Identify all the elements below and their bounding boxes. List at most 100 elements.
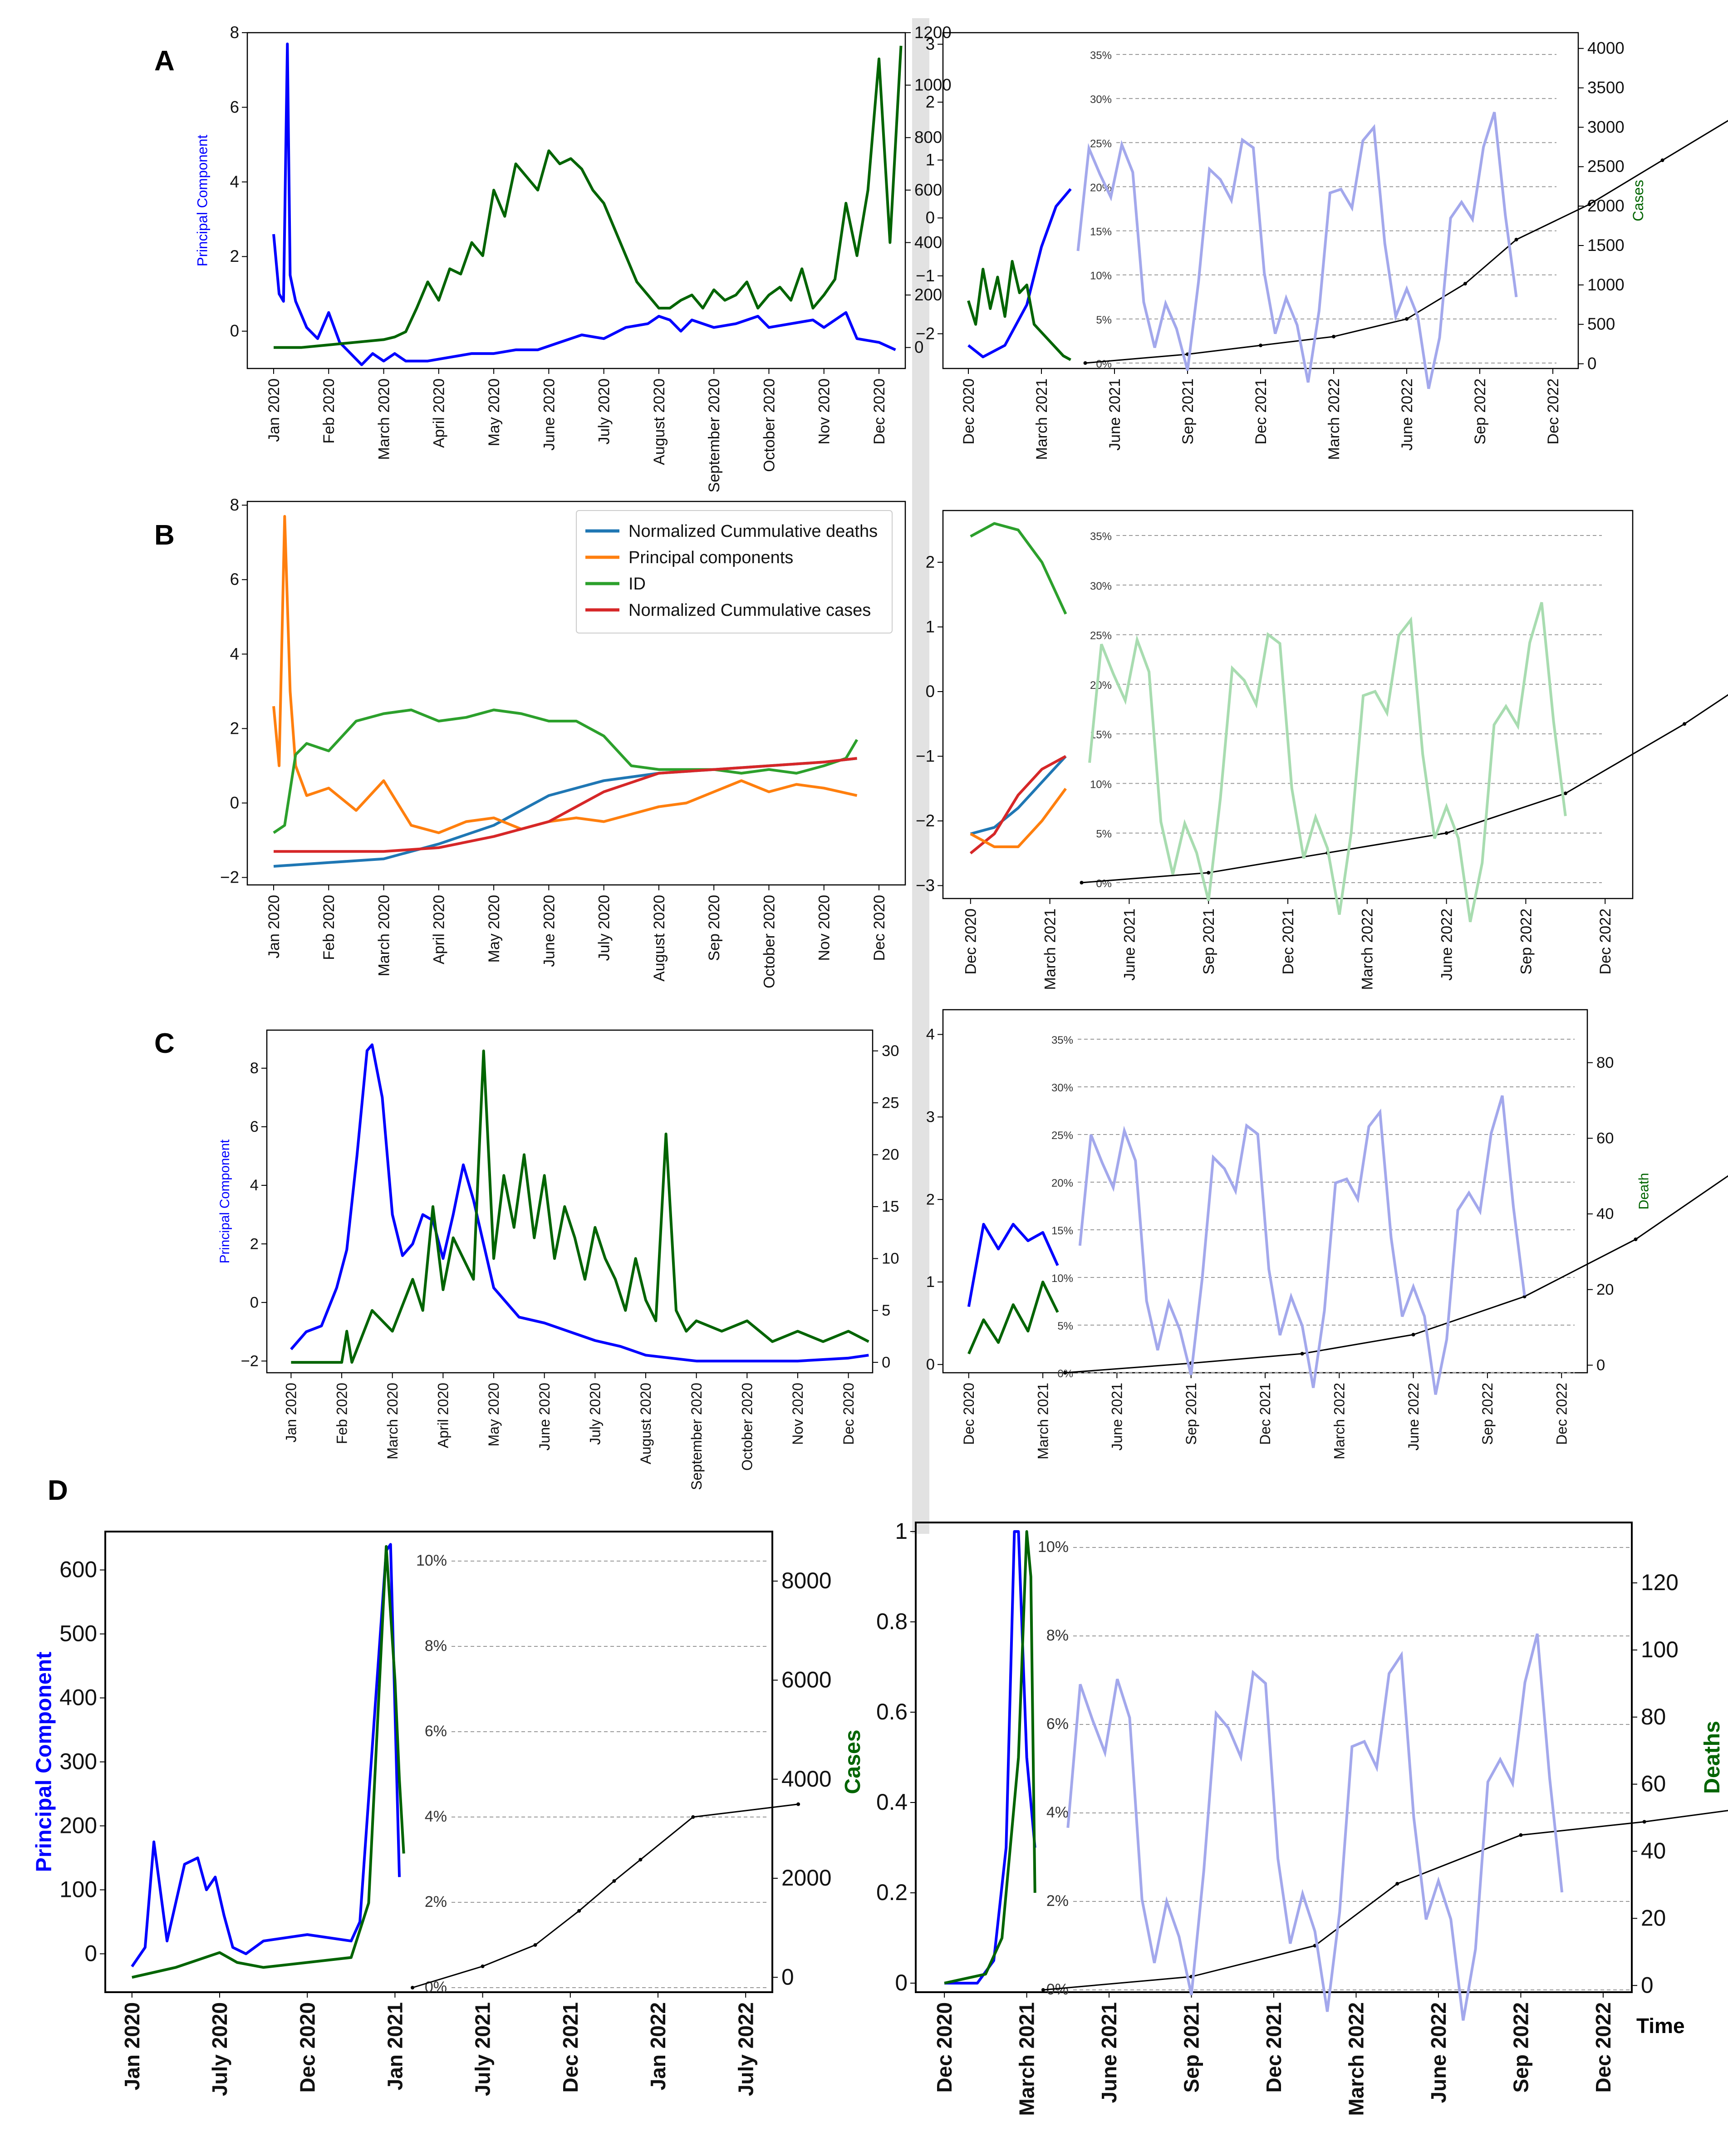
y-tick-label: −1	[916, 266, 935, 285]
plot-frame	[942, 510, 1634, 899]
y-tick-label: 2	[926, 553, 935, 571]
x-tick-label: June 2022	[1405, 1383, 1422, 1450]
y-tick-label: 1	[926, 617, 935, 636]
y2-tick-label: 2500	[1587, 157, 1625, 176]
inset-tick-label: 15%	[1090, 226, 1112, 238]
series-point	[1587, 202, 1591, 206]
inset-tick-label: 25%	[1090, 138, 1112, 150]
y-tick-label: 0.6	[876, 1699, 908, 1724]
x-tick-label: April 2020	[435, 1383, 452, 1448]
x-tick-label: June 2020	[536, 1383, 553, 1450]
x-tick-label: Dec 2020	[933, 2002, 956, 2093]
y2-tick-label: 3500	[1587, 78, 1625, 97]
x-tick-label: Jan 2020	[265, 895, 283, 958]
series-point	[1083, 361, 1087, 365]
x-tick-label: June 2022	[1427, 2002, 1450, 2103]
series-point	[612, 1879, 616, 1883]
x-axis-label: Time	[1636, 2014, 1685, 2038]
y-axis-label: Principal Component	[217, 1139, 232, 1263]
inset-tick-label: 30%	[1090, 93, 1112, 106]
y2-tick-label: 15	[882, 1198, 899, 1215]
x-tick-label: April 2020	[431, 378, 448, 448]
y2-tick-label: 20	[882, 1146, 899, 1164]
y2-tick-label: 2000	[781, 1865, 832, 1891]
series-line-cases	[944, 1530, 1036, 1985]
x-tick-label: Nov 2020	[790, 1383, 806, 1445]
y2-tick-label: 0	[1596, 1357, 1605, 1374]
faded-overlay-line	[1078, 1095, 1526, 1395]
y2-tick-label: 6000	[781, 1667, 832, 1693]
y-tick-label: 2	[230, 247, 239, 265]
inset-tick-label: 6%	[425, 1723, 447, 1740]
x-tick-label: May 2020	[486, 378, 503, 446]
x-tick-label: March 2020	[375, 378, 393, 460]
y-tick-label: 4	[250, 1177, 259, 1194]
y2-tick-label: 80	[1596, 1054, 1614, 1071]
faded-overlay-line	[1088, 602, 1567, 923]
series-point	[1259, 344, 1262, 348]
x-tick-label: March 2022	[1359, 909, 1376, 990]
x-tick-label: Dec 2022	[1553, 1383, 1570, 1445]
series-line-normalized-cummulative-cases	[969, 755, 1067, 855]
plot-frame	[942, 1009, 1588, 1374]
x-tick-label: Feb 2020	[334, 1383, 350, 1444]
x-tick-label: June 2020	[540, 895, 558, 967]
x-tick-label: July 2021	[471, 2002, 495, 2096]
x-tick-label: March 2022	[1325, 378, 1343, 460]
series-line-principal-component	[944, 1530, 1036, 1985]
x-tick-label: June 2021	[1106, 378, 1124, 451]
series-point	[533, 1943, 537, 1947]
y-tick-label: 300	[59, 1749, 97, 1774]
faded-overlay-line	[1076, 112, 1518, 389]
faded-overlay-line	[1066, 1633, 1564, 2021]
x-tick-label: October 2020	[761, 895, 778, 988]
y-tick-label: 600	[59, 1557, 97, 1582]
series-line-death	[291, 1049, 869, 1364]
y-tick-label: 0	[230, 322, 239, 340]
x-tick-label: May 2020	[486, 895, 503, 963]
plot-frame	[246, 501, 906, 886]
x-tick-label: March 2021	[1042, 909, 1059, 990]
x-tick-label: July 2022	[734, 2002, 757, 2096]
inset-tick-label: 20%	[1051, 1177, 1073, 1189]
y-tick-label: 2	[250, 1235, 259, 1252]
series-line-id	[273, 708, 859, 834]
inset-tick-label: 4%	[425, 1808, 447, 1825]
y-tick-label: 2	[926, 93, 935, 111]
series-point	[1207, 871, 1211, 875]
series-line-principal-component	[290, 1043, 869, 1363]
x-tick-label: July 2020	[596, 895, 613, 961]
series-point	[1041, 1988, 1045, 1992]
inset-tick-label: 20%	[1090, 679, 1112, 692]
y2-tick-label: 4000	[781, 1766, 832, 1792]
series-line-principal-components	[272, 515, 858, 835]
legend-label: Principal components	[628, 548, 793, 567]
x-tick-label: July 2020	[208, 2002, 231, 2096]
y-tick-label: 0.2	[876, 1880, 908, 1905]
column-separator	[912, 18, 929, 1534]
chart-D-left: D 0% 2% 4% 6% 8% 10% Jan 2020 July 2020 Dec 2020 J…	[31, 1475, 865, 2096]
y-tick-label: 0.8	[876, 1609, 908, 1634]
panel-label: A	[154, 45, 175, 77]
inset-tick-label: 35%	[1090, 49, 1112, 62]
x-tick-label: March 2020	[375, 895, 393, 977]
x-tick-label: Feb 2020	[320, 378, 338, 444]
y-tick-label: −1	[916, 746, 935, 765]
plot-frame	[246, 32, 906, 369]
inset-tick-label: 2%	[1046, 1892, 1069, 1910]
y2-tick-label: 60	[1641, 1771, 1666, 1797]
y-tick-label: 4	[926, 1026, 935, 1043]
y-tick-label: 0	[926, 682, 935, 701]
x-tick-label: Dec 2022	[1545, 378, 1562, 445]
x-tick-label: Dec 2021	[1262, 2002, 1286, 2093]
x-tick-label: Jan 2021	[383, 2002, 407, 2090]
y-tick-label: 2	[926, 1191, 935, 1208]
series-point	[1642, 1820, 1646, 1824]
x-tick-label: March 2021	[1033, 378, 1051, 460]
series-point	[796, 1802, 800, 1806]
inset-tick-label: 2%	[425, 1893, 447, 1910]
y2-tick-label: 500	[1587, 315, 1615, 334]
inset-tick-label: 10%	[1090, 270, 1112, 282]
x-tick-label: August 2020	[651, 895, 668, 982]
